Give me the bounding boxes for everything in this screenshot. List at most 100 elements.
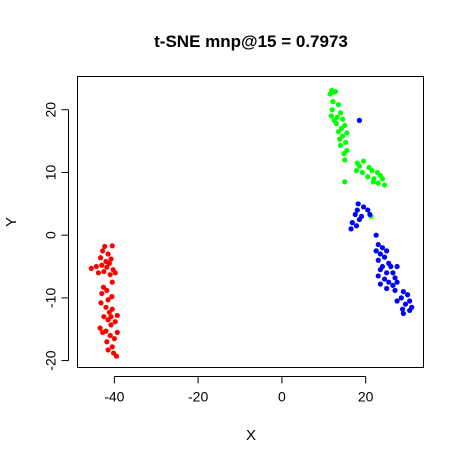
point-series-1 xyxy=(105,251,111,257)
point-series-2 xyxy=(381,182,388,188)
data-points xyxy=(88,87,415,359)
point-series-2 xyxy=(337,136,343,142)
point-series-1 xyxy=(104,287,110,293)
point-series-2 xyxy=(335,102,342,108)
point-series-2 xyxy=(337,110,344,116)
point-series-2 xyxy=(356,163,363,169)
point-series-3 xyxy=(377,267,383,273)
point-series-1 xyxy=(107,332,113,339)
point-series-3 xyxy=(392,275,398,281)
point-series-1 xyxy=(109,279,115,285)
point-series-3 xyxy=(375,273,381,279)
point-series-2 xyxy=(342,139,349,145)
point-series-1 xyxy=(113,353,120,359)
point-series-1 xyxy=(106,260,112,266)
point-series-1 xyxy=(114,329,120,335)
point-series-2 xyxy=(337,142,344,149)
point-series-3 xyxy=(388,263,394,270)
y-tick-label: -10 xyxy=(43,288,59,308)
y-tick-label: 10 xyxy=(43,164,59,180)
point-series-1 xyxy=(88,265,94,272)
point-series-3 xyxy=(381,254,388,260)
point-series-1 xyxy=(101,268,107,275)
point-series-3 xyxy=(360,204,367,210)
point-series-2 xyxy=(340,116,346,122)
point-series-3 xyxy=(377,281,383,287)
point-series-3 xyxy=(356,117,363,124)
x-tick-label: -20 xyxy=(188,389,208,405)
point-series-2 xyxy=(375,180,381,186)
chart-title: t-SNE mnp@15 = 0.7973 xyxy=(154,32,348,51)
point-series-1 xyxy=(99,290,105,297)
point-series-1 xyxy=(100,284,107,290)
point-series-3 xyxy=(373,232,379,238)
y-tick-label: 0 xyxy=(43,231,59,239)
point-series-3 xyxy=(394,263,400,270)
point-series-3 xyxy=(367,211,373,218)
point-series-3 xyxy=(379,245,386,251)
point-series-2 xyxy=(341,151,347,157)
point-series-3 xyxy=(400,289,406,295)
point-series-2 xyxy=(369,167,375,174)
point-series-3 xyxy=(375,241,381,248)
point-series-1 xyxy=(100,329,106,335)
point-series-3 xyxy=(392,287,398,293)
point-series-1 xyxy=(97,325,103,331)
point-series-1 xyxy=(112,319,118,325)
point-series-1 xyxy=(109,294,115,300)
point-series-1 xyxy=(105,297,111,303)
point-series-2 xyxy=(330,98,336,105)
point-series-3 xyxy=(390,282,396,288)
point-series-1 xyxy=(103,304,109,310)
point-series-1 xyxy=(108,256,114,262)
point-series-2 xyxy=(342,122,348,129)
point-series-3 xyxy=(407,298,413,304)
point-series-2 xyxy=(344,130,350,136)
point-series-2 xyxy=(342,179,348,185)
point-series-1 xyxy=(109,243,115,249)
point-series-2 xyxy=(342,157,348,163)
point-series-1 xyxy=(104,339,110,345)
point-series-3 xyxy=(355,201,361,207)
y-tick-label: 20 xyxy=(43,102,59,118)
point-series-2 xyxy=(332,88,339,95)
point-series-1 xyxy=(105,317,111,323)
point-series-3 xyxy=(400,310,406,317)
point-series-2 xyxy=(379,176,386,182)
point-series-1 xyxy=(111,336,117,342)
point-series-1 xyxy=(105,347,111,353)
point-series-2 xyxy=(359,169,365,176)
point-series-3 xyxy=(384,270,390,276)
point-series-2 xyxy=(335,129,342,135)
point-series-2 xyxy=(353,167,360,174)
x-tick-label: 20 xyxy=(358,389,374,405)
point-series-3 xyxy=(353,223,360,229)
point-series-1 xyxy=(114,312,120,319)
point-series-3 xyxy=(349,220,355,226)
x-axis: -40 -20 0 20 xyxy=(104,376,374,405)
point-series-3 xyxy=(375,257,381,263)
point-series-3 xyxy=(398,295,404,301)
point-series-2 xyxy=(328,113,334,119)
point-series-3 xyxy=(402,301,409,307)
point-series-3 xyxy=(384,285,390,292)
point-series-2 xyxy=(370,179,376,185)
point-series-3 xyxy=(394,279,400,285)
point-series-3 xyxy=(386,279,392,285)
point-series-2 xyxy=(329,107,335,113)
point-series-1 xyxy=(100,248,106,254)
x-tick-label: 0 xyxy=(278,389,286,405)
point-series-3 xyxy=(390,270,396,276)
point-series-1 xyxy=(102,243,108,250)
y-axis-label: Y xyxy=(3,217,20,227)
point-series-1 xyxy=(112,270,118,276)
point-series-1 xyxy=(107,272,113,278)
point-series-3 xyxy=(352,211,358,218)
point-series-1 xyxy=(109,344,115,350)
point-series-3 xyxy=(373,248,379,254)
point-series-3 xyxy=(348,226,354,232)
point-series-3 xyxy=(365,207,371,213)
point-series-3 xyxy=(394,298,400,304)
point-series-3 xyxy=(354,207,360,213)
point-series-2 xyxy=(365,174,371,180)
